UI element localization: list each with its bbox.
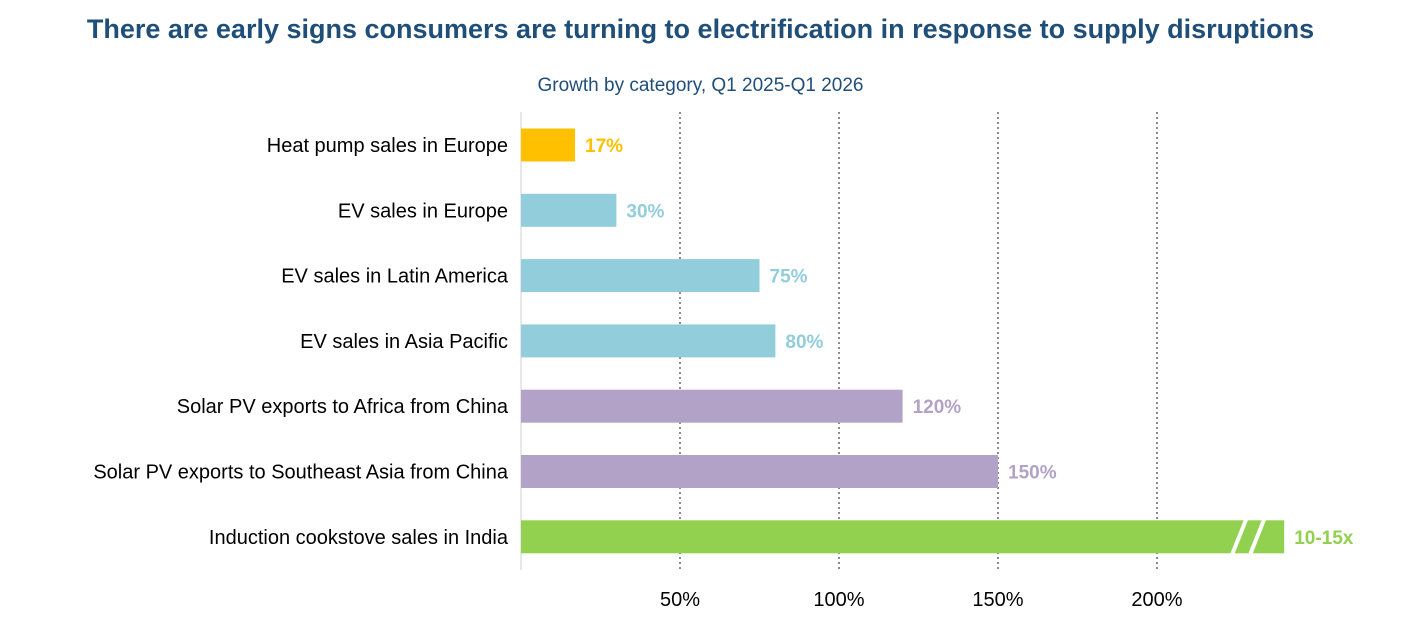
bar — [521, 193, 617, 227]
axis-break-mark — [1230, 518, 1249, 556]
x-tick-label: 150% — [972, 589, 1023, 611]
data-label: 17% — [585, 136, 623, 157]
bar — [521, 389, 903, 423]
x-tick-label: 100% — [813, 589, 864, 611]
category-label: Solar PV exports to Southeast Asia from … — [93, 462, 509, 484]
category-label: EV sales in Latin America — [281, 266, 509, 288]
chart-title: There are early signs consumers are turn… — [86, 14, 1315, 44]
bar — [521, 128, 576, 162]
bar — [521, 455, 998, 488]
data-label: 30% — [626, 201, 664, 222]
category-label: EV sales in Europe — [338, 200, 508, 222]
category-label: Solar PV exports to Africa from China — [177, 396, 509, 418]
chart-subtitle: Growth by category, Q1 2025-Q1 2026 — [537, 75, 864, 96]
category-label: Induction cookstove sales in India — [209, 527, 509, 549]
data-label: 10-15x — [1294, 528, 1354, 549]
data-label: 150% — [1008, 463, 1057, 484]
bar — [521, 324, 776, 358]
x-tick-label: 50% — [660, 589, 700, 611]
data-label: 120% — [913, 397, 962, 418]
axis-break-mark — [1248, 518, 1267, 556]
category-label: Heat pump sales in Europe — [267, 135, 508, 157]
x-tick-label: 200% — [1131, 589, 1182, 611]
category-label: EV sales in Asia Pacific — [300, 331, 508, 353]
data-label: 80% — [785, 332, 823, 353]
bar — [521, 259, 760, 293]
bar — [521, 520, 1285, 554]
data-label: 75% — [770, 267, 808, 288]
